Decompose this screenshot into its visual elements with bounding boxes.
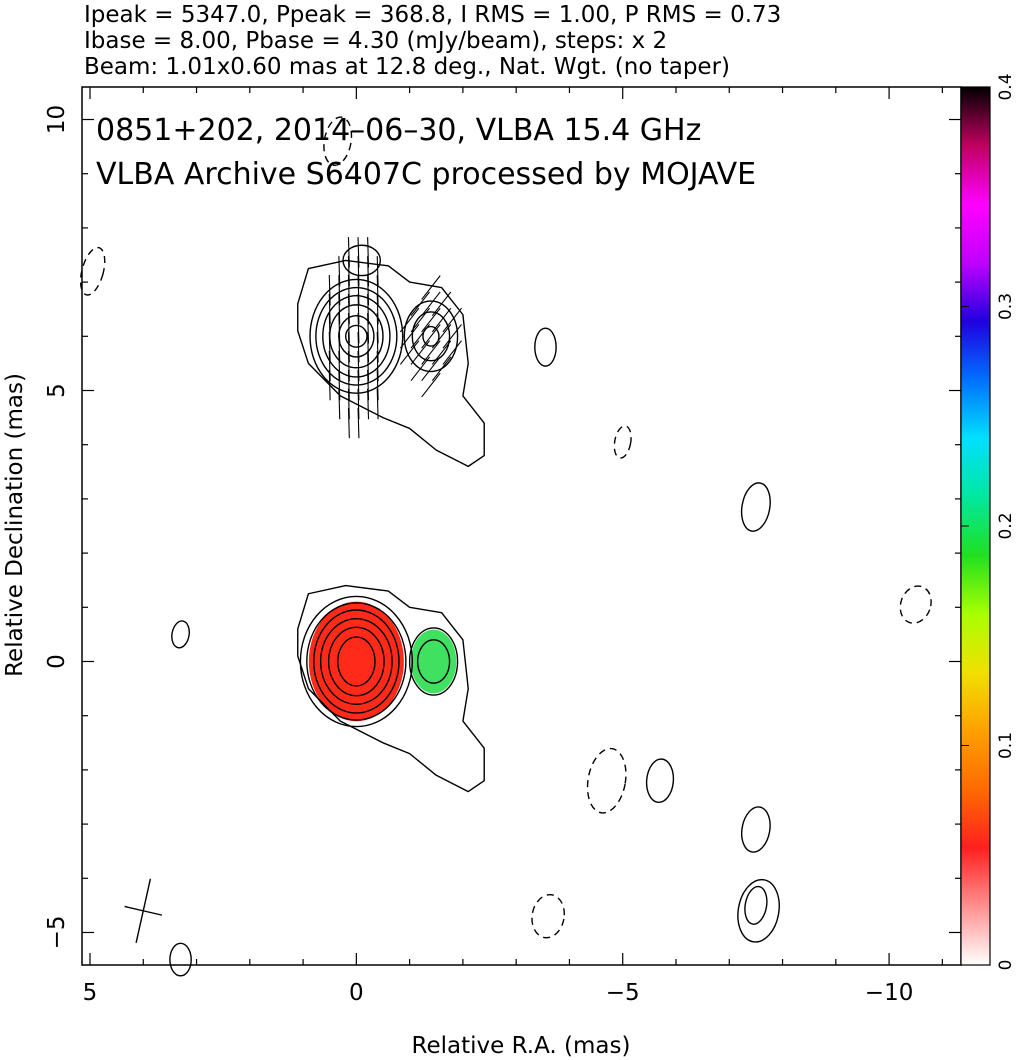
evpa-stick-60 [421,356,441,382]
evpa-stick-51 [442,340,462,365]
noise-contour-13 [169,942,192,977]
y-tick-label: 0 [44,654,70,669]
contour-mirror-jet-knot-0 [422,325,440,347]
colorbar-tick-label: 0.4 [996,73,1016,100]
x-tick-label: −5 [606,980,640,1006]
contour-mirror-core-5 [309,278,404,394]
noise-contour-6 [645,758,675,804]
evpa-stick-55 [431,340,452,365]
colorbar-tick-label: 0.3 [996,293,1016,320]
noise-contour-0 [171,620,190,649]
beam-minor-axis [124,905,163,916]
stats-line-1: Ipeak = 5347.0, Ppeak = 368.8, I RMS = 1… [84,2,781,28]
evpa-stick-61 [421,340,441,365]
evpa-stick-66 [410,356,430,382]
evpa-stick-62 [421,324,441,349]
contour-mirror-core-3 [322,294,391,378]
evpa-stick-16 [367,237,370,268]
noise-contour-12 [79,246,106,296]
x-tick-label: 5 [83,980,98,1006]
noise-contour-10 [531,893,566,939]
contour-core-2 [319,617,393,706]
noise-contour-14 [342,244,382,277]
x-axis-label: Relative R.A. (mas) [412,1033,631,1059]
evpa-stick-57 [431,307,452,333]
contour-jet-knot-1 [408,627,459,696]
noise-contour-5 [586,747,627,814]
contour-mirror-jet-knot-2 [403,300,459,373]
contour-mirror-jet-knot-1 [411,311,451,362]
evpa-stick-73 [399,307,420,333]
contour-core-4 [306,602,407,721]
noise-contour-7 [740,806,771,853]
noise-contour-1 [534,327,557,367]
evpa-stick-36 [347,237,350,268]
beam-line: Beam: 1.01x0.60 mas at 12.8 deg., Nat. W… [84,54,730,80]
plot-frame [81,86,962,966]
evpa-stick-65 [421,275,441,300]
evpa-stick-64 [421,291,441,317]
evpa-stick-59 [421,372,441,398]
noise-contour-3 [740,482,771,532]
colorbar-tick-label: 0 [996,960,1016,971]
contour-envelope-mirror [297,259,485,468]
contour-jet-knot-0 [416,639,451,684]
contour-core-5 [299,595,413,728]
contour-core-3 [313,609,400,714]
plot-title-line-2: VLBA Archive S6407C processed by MOJAVE [96,157,756,192]
evpa-stick-50 [328,275,331,306]
contour-mirror-core-0 [345,324,368,348]
y-tick-label: 5 [44,383,70,398]
colorbar: 0 0.1 0.2 0.3 0.4 [960,73,1016,971]
contour-layer [79,116,932,977]
evpa-stick-52 [442,324,462,349]
x-tick-label: −10 [865,980,914,1006]
y-tick-label: 10 [44,105,70,134]
contour-envelope-core [297,584,485,793]
evpa-stick-7 [376,256,379,287]
colorbar-tick-label: 0.2 [996,512,1016,539]
colorbar-tick-label: 0.1 [996,732,1016,759]
contour-mirror-core-2 [329,304,384,369]
evpa-stick-71 [399,340,420,365]
noise-contour-8 [737,878,780,943]
evpa-stick-70 [410,291,430,317]
y-tick-label: −5 [44,916,70,950]
contour-mirror-core-4 [315,286,398,386]
noise-contour-9 [744,885,768,925]
x-tick-label: 0 [349,980,364,1006]
evpa-stick-69 [410,307,430,333]
evpa-stick-54 [431,356,452,382]
contour-core-0 [337,636,376,687]
evpa-stick-68 [410,324,430,349]
polarization-fill-core [308,601,404,722]
evpa-stick-26 [357,237,360,268]
plot-title-line-1: 0851+202, 2014–06–30, VLBA 15.4 GHz [96,113,701,148]
noise-contour-11 [323,116,353,167]
evpa-stick-67 [410,340,430,365]
axis-ticks: 5 0 −5 −10 10 5 0 −5 [44,87,961,1006]
evpa-stick-63 [421,307,441,333]
evpa-stick-72 [399,324,420,349]
evpa-stick-44 [338,256,341,287]
evpa-stick-58 [431,291,452,317]
evpa-stick-56 [431,324,452,349]
y-axis-label: Relative Declination (mas) [2,373,28,677]
evpa-stick-53 [442,307,462,333]
noise-contour-2 [613,425,632,459]
contour-core-1 [327,626,385,697]
stats-line-2: Ibase = 8.00, Pbase = 4.30 (mJy/beam), s… [84,28,667,54]
noise-contour-4 [899,585,932,624]
